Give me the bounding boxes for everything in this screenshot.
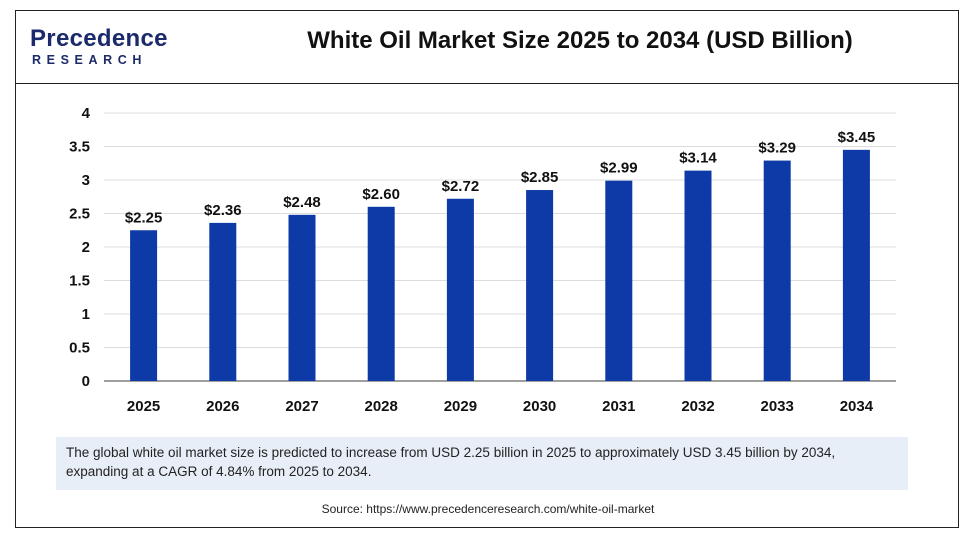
y-tick-label: 3: [82, 172, 90, 189]
y-tick-label: 1.5: [69, 273, 90, 290]
bar-chart: 0 0.5 1 1.5 2 2.5 3 3.5 4 $2.25 2025 $2.36 2026 $2.48…: [69, 105, 896, 415]
bar: [684, 170, 712, 381]
bar: [130, 230, 158, 381]
bar: [605, 180, 633, 381]
data-label: $2.99: [600, 160, 638, 177]
x-tick-label: 2025: [127, 398, 160, 415]
bar: [288, 214, 316, 381]
data-label: $2.36: [204, 202, 242, 219]
x-tick-label: 2034: [840, 398, 874, 415]
logo-sub-text: RESEARCH: [32, 53, 147, 67]
x-tick-label: 2030: [523, 398, 556, 415]
y-tick-label: 2: [82, 239, 90, 256]
x-tick-label: 2027: [285, 398, 318, 415]
x-tick-label: 2026: [206, 398, 239, 415]
y-tick-label: 1: [82, 306, 90, 323]
source-text: Source: https://www.precedenceresearch.c…: [321, 502, 655, 516]
x-tick-label: 2031: [602, 398, 635, 415]
bar: [446, 198, 474, 381]
data-label: $2.72: [442, 178, 480, 195]
bar: [209, 222, 237, 381]
logo: Precedence RESEARCH: [30, 25, 190, 73]
x-tick-label: 2033: [761, 398, 794, 415]
data-label: $2.25: [125, 209, 163, 226]
bar: [842, 149, 870, 381]
y-tick-label: 4: [82, 105, 91, 122]
data-label: $3.14: [679, 150, 717, 167]
x-tick-label: 2028: [365, 398, 398, 415]
bar: [763, 160, 791, 381]
y-tick-label: 0.5: [69, 340, 90, 357]
y-tick-label: 3.5: [69, 139, 90, 156]
chart-caption: The global white oil market size is pred…: [56, 437, 908, 490]
x-tick-label: 2032: [681, 398, 714, 415]
bar: [367, 206, 395, 381]
data-label: $2.85: [521, 169, 559, 186]
y-tick-label: 0: [82, 373, 90, 390]
bar: [526, 190, 554, 381]
header: Precedence RESEARCH White Oil Market Siz…: [16, 11, 958, 84]
logo-main-text: Precedence: [30, 25, 168, 52]
chart-title: White Oil Market Size 2025 to 2034 (USD …: [307, 27, 853, 54]
y-tick-label: 2.5: [69, 206, 90, 223]
x-tick-label: 2029: [444, 398, 477, 415]
data-label: $2.60: [362, 186, 400, 203]
data-label: $3.45: [838, 129, 876, 146]
data-label: $3.29: [758, 140, 796, 157]
data-label: $2.48: [283, 194, 321, 211]
